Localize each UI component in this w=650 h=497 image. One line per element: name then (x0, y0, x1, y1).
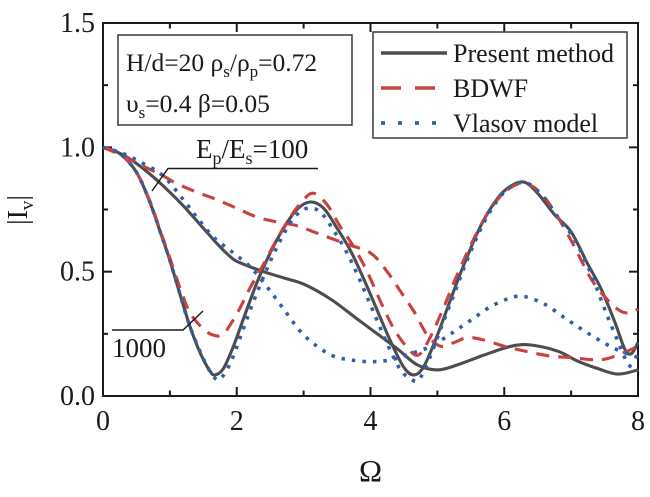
legend-label-vlasov-model: Vlasov model (453, 109, 598, 138)
annotation-line-1: H/d=20 ρs​/ρp​=0.72 (126, 48, 317, 81)
x-tick-label-0: 0 (96, 406, 110, 437)
y-tick-label-0.5: 0.5 (60, 257, 95, 288)
series-present-method-ep1000 (102, 145, 639, 377)
legend-box (372, 31, 628, 139)
series-vlasov-model-ep1000 (102, 145, 639, 384)
x-tick-label-8: 8 (631, 406, 645, 437)
y-axis-title: |Iv​| (3, 195, 38, 225)
y-tick-label-1.5: 1.5 (60, 8, 95, 39)
x-axis-title: Ω (359, 453, 382, 488)
x-tick-label-4: 4 (364, 406, 378, 437)
curve-label-ep-es-100: Ep​/Es​=100 (196, 134, 308, 168)
series-present-method-ep100 (102, 145, 639, 376)
y-tick-label-0.0: 0.0 (60, 381, 95, 412)
legend-label-present-method: Present method (453, 39, 614, 68)
x-tick-label-2: 2 (230, 406, 244, 437)
annotation-line-2: υs​=0.4 β=0.05 (126, 89, 270, 122)
y-tick-label-1.0: 1.0 (60, 132, 95, 163)
annotation-box (117, 34, 353, 126)
curve-label-ep-es-1000: 1000 (112, 333, 166, 363)
leader-line-ep-es-100 (151, 167, 318, 192)
series-vlasov-model-ep100 (102, 145, 639, 364)
legend-label-bdwf: BDWF (453, 74, 528, 103)
x-tick-label-6: 6 (497, 406, 511, 437)
leader-line-ep-es-1000 (112, 310, 204, 331)
